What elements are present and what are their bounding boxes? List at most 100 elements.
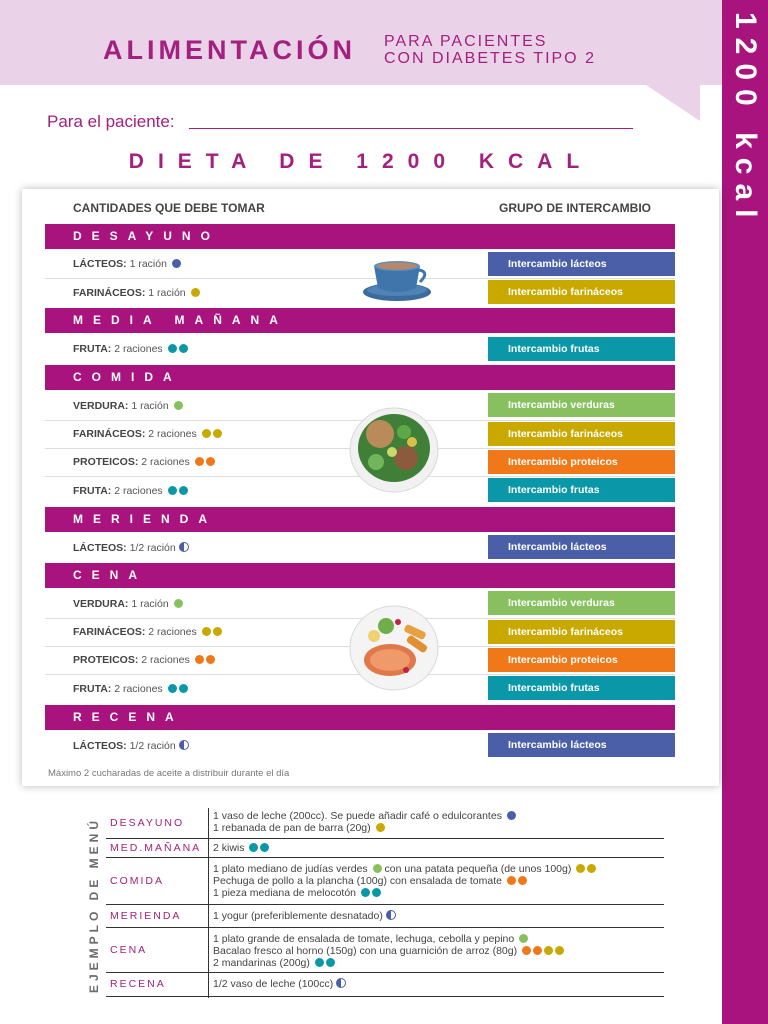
- verdura-dot: [372, 864, 382, 873]
- fruta-dot: [167, 344, 177, 353]
- lacteos-dot: [171, 259, 181, 268]
- exchange-frutas: Intercambio frutas: [488, 676, 675, 700]
- menu-label-media-manana: MED.MAÑANA: [110, 842, 202, 854]
- farinaceos-dot: [212, 429, 222, 438]
- row-desayuno-lacteos: LÁCTEOS: 1 ración: [73, 258, 181, 270]
- farinaceos-dot: [201, 429, 211, 438]
- meal-bar-media-manana: MEDIA MAÑANA: [45, 308, 675, 333]
- fruta-dot: [167, 684, 177, 693]
- proteicos-dot: [205, 655, 215, 664]
- exchange-farinaceos: Intercambio farináceos: [488, 620, 675, 644]
- half-lacteos-dot: [336, 978, 347, 988]
- fruta-dot: [325, 958, 335, 967]
- exchange-frutas: Intercambio frutas: [488, 337, 675, 361]
- row-merienda-lacteos: LÁCTEOS: 1/2 ración: [73, 542, 189, 554]
- exchange-lacteos: Intercambio lácteos: [488, 535, 675, 559]
- verdura-dot: [173, 401, 183, 410]
- row-cena-verdura: VERDURA: 1 ración: [73, 598, 183, 610]
- row-desayuno-farinaceos: FARINÁCEOS: 1 ración: [73, 287, 200, 299]
- proteicos-dot: [205, 457, 215, 466]
- menu-label-desayuno: DESAYUNO: [110, 817, 185, 829]
- row-divider: [45, 618, 675, 619]
- fruta-dot: [167, 486, 177, 495]
- meal-bar-comida: COMIDA: [45, 365, 675, 390]
- menu-separator: [106, 996, 664, 997]
- side-bar: [722, 0, 768, 1024]
- diet-title: DIETA DE 1200 KCAL: [128, 150, 594, 173]
- menu-label-comida: COMIDA: [110, 875, 164, 887]
- exchange-proteicos: Intercambio proteicos: [488, 648, 675, 672]
- row-media-fruta: FRUTA: 2 raciones: [73, 343, 188, 355]
- menu-example-title: EJEMPLO DE MENÚ: [87, 816, 101, 993]
- half-lacteos-dot: [178, 542, 189, 552]
- row-comida-fruta: FRUTA: 2 raciones: [73, 485, 188, 497]
- patient-name-line: [189, 128, 633, 129]
- menu-label-merienda: MERIENDA: [110, 910, 182, 922]
- fruta-dot: [314, 958, 324, 967]
- menu-column-divider: [208, 808, 209, 998]
- row-cena-fruta: FRUTA: 2 raciones: [73, 683, 188, 695]
- exchange-farinaceos: Intercambio farináceos: [488, 422, 675, 446]
- exchange-lacteos: Intercambio lácteos: [488, 733, 675, 757]
- menu-separator: [106, 972, 664, 973]
- meal-bar-merienda: MERIENDA: [45, 507, 675, 532]
- fruta-dot: [371, 888, 381, 897]
- row-divider: [45, 420, 675, 421]
- row-cena-proteicos: PROTEICOS: 2 raciones: [73, 654, 215, 666]
- farinaceos-dot: [190, 288, 200, 297]
- menu-separator: [106, 838, 664, 839]
- fruta-dot: [178, 684, 188, 693]
- exchange-frutas: Intercambio frutas: [488, 478, 675, 502]
- page-title: ALIMENTACIÓN: [103, 35, 356, 65]
- exchange-proteicos: Intercambio proteicos: [488, 450, 675, 474]
- patient-label: Para el paciente:: [47, 112, 175, 131]
- menu-separator: [106, 904, 664, 905]
- fruta-dot: [360, 888, 370, 897]
- proteicos-dot: [506, 876, 516, 885]
- fish-plate-image: [349, 605, 439, 691]
- menu-desc-comida: 1 plato mediano de judías verdes con una…: [213, 863, 597, 899]
- fruta-dot: [260, 843, 270, 852]
- meal-bar-cena: CENA: [45, 563, 675, 588]
- page-subtitle: PARA PACIENTES CON DIABETES TIPO 2: [384, 33, 596, 67]
- fruta-dot: [178, 486, 188, 495]
- proteicos-dot: [194, 655, 204, 664]
- menu-desc-merienda: 1 yogur (preferiblemente desnatado): [213, 910, 396, 922]
- menu-desc-media-manana: 2 kiwis: [213, 842, 270, 854]
- header-band: [0, 0, 722, 85]
- proteicos-dot: [517, 876, 527, 885]
- farinaceos-dot: [576, 864, 586, 873]
- oil-footnote: Máximo 2 cucharadas de aceite a distribu…: [48, 768, 290, 779]
- meal-bar-desayuno: DESAYUNO: [45, 224, 675, 249]
- subtitle-line-2: CON DIABETES TIPO 2: [384, 50, 596, 67]
- farinaceos-dot: [555, 946, 565, 955]
- farinaceos-dot: [544, 946, 554, 955]
- half-lacteos-dot: [385, 910, 396, 920]
- exchange-verduras: Intercambio verduras: [488, 393, 675, 417]
- proteicos-dot: [533, 946, 543, 955]
- menu-desc-cena: 1 plato grande de ensalada de tomate, le…: [213, 933, 565, 969]
- menu-label-recena: RECENA: [110, 978, 166, 990]
- col-quantities-header: CANTIDADES QUE DEBE TOMAR: [73, 201, 265, 215]
- menu-desc-desayuno: 1 vaso de leche (200cc). Se puede añadir…: [213, 810, 516, 834]
- row-comida-proteicos: PROTEICOS: 2 raciones: [73, 456, 215, 468]
- header-tab-shape: [646, 85, 700, 121]
- farinaceos-dot: [375, 823, 385, 832]
- fruta-dot: [178, 344, 188, 353]
- exchange-verduras: Intercambio verduras: [488, 591, 675, 615]
- fruta-dot: [249, 843, 259, 852]
- row-recena-lacteos: LÁCTEOS: 1/2 ración: [73, 740, 189, 752]
- row-comida-verdura: VERDURA: 1 ración: [73, 400, 183, 412]
- menu-desc-recena: 1/2 vaso de leche (100cc): [213, 978, 347, 990]
- row-divider: [45, 278, 675, 279]
- exchange-farinaceos: Intercambio farináceos: [488, 280, 675, 304]
- row-cena-farinaceos: FARINÁCEOS: 2 raciones: [73, 626, 222, 638]
- salad-bowl-image: [349, 407, 439, 493]
- farinaceos-dot: [201, 627, 211, 636]
- verdura-dot: [519, 934, 529, 943]
- half-lacteos-dot: [178, 740, 189, 750]
- verdura-dot: [173, 599, 183, 608]
- col-group-header: GRUPO DE INTERCAMBIO: [499, 201, 652, 215]
- menu-separator: [106, 857, 664, 858]
- proteicos-dot: [194, 457, 204, 466]
